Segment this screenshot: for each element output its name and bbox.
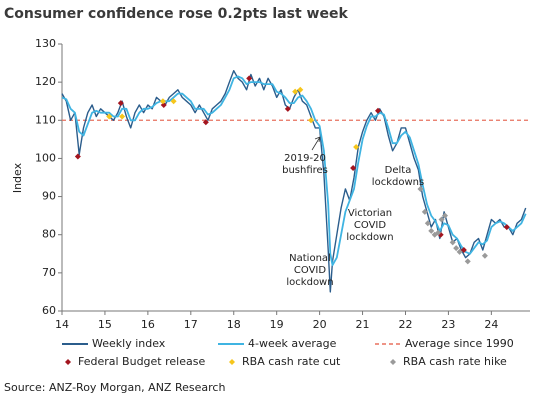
x-tick-label: 16 bbox=[141, 318, 155, 331]
x-tick-label: 22 bbox=[398, 318, 412, 331]
x-tick-label: 15 bbox=[98, 318, 112, 331]
y-tick-label: 100 bbox=[35, 151, 56, 164]
x-tick-label: 23 bbox=[441, 318, 455, 331]
event-marker bbox=[353, 143, 360, 150]
event-marker bbox=[460, 246, 467, 253]
event-marker bbox=[503, 224, 510, 231]
y-tick-label: 90 bbox=[42, 190, 56, 203]
event-marker bbox=[441, 212, 448, 219]
annotation: COVID bbox=[294, 265, 326, 276]
event-marker bbox=[417, 185, 424, 192]
event-marker bbox=[297, 86, 304, 93]
event-marker bbox=[170, 98, 177, 105]
event-marker bbox=[464, 258, 471, 265]
legend-swatch bbox=[65, 359, 71, 365]
legend-swatch bbox=[229, 359, 235, 365]
event-marker bbox=[435, 229, 442, 236]
x-tick-label: 19 bbox=[270, 318, 284, 331]
event-marker bbox=[449, 239, 456, 246]
x-tick-label: 17 bbox=[184, 318, 198, 331]
event-marker bbox=[292, 88, 299, 95]
y-tick-label: 130 bbox=[35, 37, 56, 50]
event-marker bbox=[438, 216, 445, 223]
event-marker bbox=[375, 107, 382, 114]
legend-label: Average since 1990 bbox=[405, 337, 514, 350]
x-tick-label: 20 bbox=[313, 318, 327, 331]
y-tick-label: 60 bbox=[42, 304, 56, 317]
event-marker bbox=[481, 252, 488, 259]
annotation: COVID bbox=[354, 220, 386, 231]
chart-title: Consumer confidence rose 0.2pts last wee… bbox=[4, 6, 348, 22]
annotation: lockdown bbox=[286, 277, 333, 288]
event-marker bbox=[246, 75, 253, 82]
legend-label: RBA cash rate cut bbox=[242, 355, 341, 368]
event-marker bbox=[456, 248, 463, 255]
event-marker bbox=[202, 119, 209, 126]
legend-label: RBA cash rate hike bbox=[403, 355, 507, 368]
annotation: National bbox=[289, 253, 331, 264]
annotation: bushfires bbox=[282, 165, 328, 176]
x-tick-label: 18 bbox=[227, 318, 241, 331]
x-tick-label: 14 bbox=[55, 318, 69, 331]
y-tick-label: 70 bbox=[42, 266, 56, 279]
event-marker bbox=[159, 98, 166, 105]
legend-label: Weekly index bbox=[92, 337, 166, 350]
event-marker bbox=[119, 113, 126, 120]
data-line bbox=[61, 75, 527, 267]
legend-swatch bbox=[390, 359, 396, 365]
x-tick-label: 21 bbox=[356, 318, 370, 331]
event-marker bbox=[350, 164, 357, 171]
legend-label: Federal Budget release bbox=[78, 355, 205, 368]
annotation: 2019-20 bbox=[284, 153, 326, 164]
y-axis-label: Index bbox=[11, 162, 24, 193]
annotation: Delta bbox=[385, 165, 412, 176]
y-tick-label: 80 bbox=[42, 228, 56, 241]
y-tick-label: 120 bbox=[35, 75, 56, 88]
event-marker bbox=[424, 220, 431, 227]
event-marker bbox=[106, 113, 113, 120]
event-marker bbox=[117, 100, 124, 107]
event-marker bbox=[284, 105, 291, 112]
event-marker bbox=[74, 153, 81, 160]
event-marker bbox=[421, 208, 428, 215]
event-marker bbox=[308, 117, 315, 124]
legend-label: 4-week average bbox=[248, 337, 337, 350]
annotation: lockdowns bbox=[372, 177, 424, 188]
annotation-arrow bbox=[311, 136, 321, 151]
annotation: lockdown bbox=[346, 232, 393, 243]
event-marker bbox=[428, 227, 435, 234]
event-marker bbox=[453, 245, 460, 252]
annotation: Victorian bbox=[348, 208, 392, 219]
y-tick-label: 110 bbox=[35, 113, 56, 126]
source: Source: ANZ-Roy Morgan, ANZ Research bbox=[4, 381, 225, 394]
x-tick-label: 24 bbox=[484, 318, 498, 331]
